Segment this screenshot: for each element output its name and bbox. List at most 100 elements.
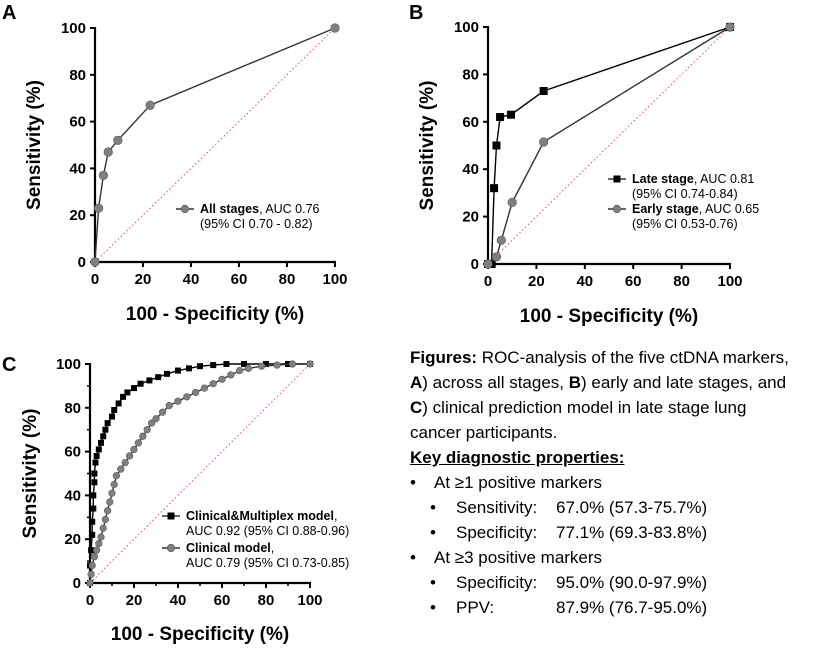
data-point (115, 400, 122, 407)
data-point (496, 113, 505, 122)
legend-entry: All stages, AUC 0.76(95% CI 0.70 - 0.82) (176, 202, 320, 231)
g2-specificity-value: 95.0% (90.0-97.9%) (556, 573, 708, 592)
y-tick-label: 40 (69, 160, 86, 177)
data-point (491, 252, 502, 262)
x-tick-label: 0 (484, 273, 492, 290)
legend-ci: (95% CI 0.53-0.76) (632, 217, 738, 231)
data-point (288, 360, 297, 368)
data-point (98, 439, 104, 446)
y-tick-label: 100 (61, 20, 86, 37)
data-point (507, 197, 517, 207)
data-point (490, 184, 499, 193)
x-tick-label: 0 (86, 592, 94, 609)
x-tick-label: 100 (297, 592, 322, 609)
group-1-heading: At ≥1 positive markers (410, 470, 810, 495)
legend-ci: AUC 0.92 (95% CI 0.88-0.96) (186, 524, 349, 538)
y-axis-title: Sensitivity (%) (20, 409, 41, 539)
legend-marker (612, 204, 622, 214)
y-tick-label: 40 (64, 487, 81, 504)
x-tick-label: 60 (231, 271, 248, 288)
x-tick-label: 20 (135, 271, 152, 288)
x-tick-label: 40 (183, 271, 200, 288)
data-point (95, 539, 103, 548)
g1-specificity-row: Specificity: 77.1% (69.3-83.8%) (410, 520, 810, 545)
caption-part: ) across all stages, (422, 373, 569, 392)
x-tick-label: 60 (625, 273, 642, 290)
legend-label: All stages, AUC 0.76 (200, 202, 320, 216)
data-point (539, 86, 548, 95)
data-point (209, 380, 217, 388)
data-point (90, 505, 97, 512)
g1-sensitivity-label: Sensitivity: (456, 498, 538, 517)
g1-sensitivity-value: 67.0% (57.3-75.7%) (556, 498, 708, 517)
data-point (483, 259, 493, 269)
data-point (103, 147, 113, 157)
data-point (120, 393, 126, 400)
caption-part: ROC-analysis of the five ctDNA markers, (477, 348, 789, 367)
data-point (88, 547, 95, 554)
g1-specificity-value: 77.1% (69.3-83.8%) (556, 523, 708, 542)
data-point (258, 362, 266, 370)
data-point (223, 361, 230, 367)
data-point (725, 22, 735, 32)
y-tick-label: 80 (69, 67, 86, 84)
caption-letter-c: C (410, 398, 423, 417)
g2-ppv-row: PPV: 87.9% (76.7-95.0%) (410, 595, 810, 620)
y-tick-label: 0 (73, 575, 81, 592)
panel-letter-a: A (2, 2, 16, 24)
series-line (488, 26, 731, 265)
data-point (86, 579, 94, 587)
data-point (117, 465, 125, 473)
data-point (227, 371, 235, 379)
data-point (506, 110, 515, 119)
group-2-label: At ≥3 positive markers (434, 548, 603, 567)
legend-label-rest: , AUC 0.65 (699, 202, 759, 216)
legend-marker (180, 204, 190, 214)
data-point (273, 361, 281, 369)
data-point (101, 515, 109, 524)
legend-label-rest: , AUC 0.81 (694, 172, 754, 186)
y-tick-label: 60 (64, 444, 81, 461)
x-tick-label: 80 (279, 271, 296, 288)
data-point (164, 370, 170, 377)
legend-entry: Early stage, AUC 0.65(95% CI 0.53-0.76) (608, 202, 759, 231)
figure-caption: Figures: ROC-analysis of the five ctDNA … (410, 345, 790, 445)
legend-label: Clinical&Multiplex model, (186, 509, 337, 523)
data-point (218, 375, 226, 383)
data-point (111, 406, 118, 413)
data-point (146, 377, 153, 384)
legend-marker (167, 512, 175, 520)
panel-letter-b: B (409, 2, 423, 24)
legend-label-rest: , (334, 509, 337, 523)
data-point (131, 385, 137, 392)
data-point (99, 524, 107, 532)
y-tick-label: 80 (64, 400, 81, 417)
x-axis-title: 100 - Specificity (%) (520, 306, 698, 327)
chart-panel-a: 0 20 40 60 80 100 0 20 40 60 80 100 100 - Specificit… (24, 20, 348, 325)
data-point (89, 531, 96, 538)
legend-entry: Clinical&Multiplex model,AUC 0.92 (95% C… (162, 509, 349, 538)
x-tick-label: 100 (322, 271, 347, 288)
x-tick-label: 80 (258, 592, 275, 609)
y-tick-label: 60 (69, 114, 86, 131)
data-point (106, 498, 114, 506)
data-point (90, 553, 98, 561)
legend-label-rest: , (271, 541, 274, 555)
y-axis-title: Sensitivity (%) (417, 81, 438, 211)
legend-ci: (95% CI 0.70 - 0.82) (200, 217, 313, 231)
legend-ci: (95% CI 0.74-0.84) (632, 187, 738, 201)
data-point (496, 235, 506, 245)
caption-letter-a: A (410, 373, 423, 392)
data-point (244, 364, 252, 372)
data-point (103, 507, 112, 515)
key-properties-title: Key diagnostic properties: (410, 448, 625, 467)
reference-diagonal (487, 26, 731, 265)
data-point (91, 479, 98, 486)
data-point (126, 452, 134, 460)
legend-label-bold: Clinical&Multiplex model (186, 509, 334, 523)
data-point (165, 402, 173, 410)
data-point (139, 432, 147, 440)
data-point (93, 452, 100, 459)
data-point (93, 203, 104, 213)
data-point (186, 365, 192, 372)
